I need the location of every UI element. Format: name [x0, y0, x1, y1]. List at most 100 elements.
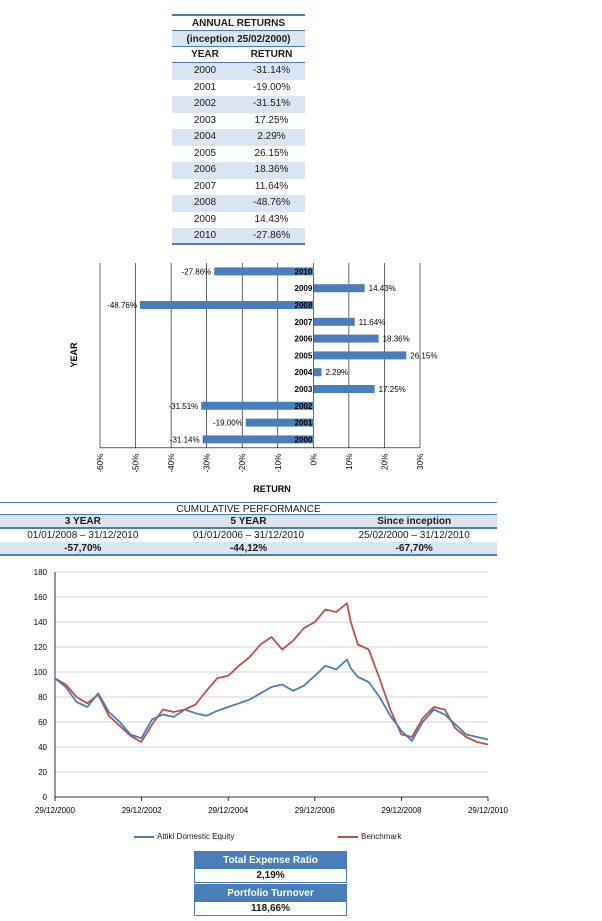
row-year: 2003 — [193, 114, 217, 126]
data-label: 17.25% — [379, 385, 406, 394]
turnover-label: Portfolio Turnover — [195, 885, 346, 902]
row-year: 2005 — [193, 147, 217, 159]
legend-benchmark-label: Benchmark — [361, 832, 402, 841]
row-year: 2002 — [193, 98, 217, 109]
row-year: 2008 — [193, 197, 217, 208]
x-tick-label: -60% — [96, 454, 105, 473]
data-label: -31.14% — [170, 435, 200, 444]
table-row: 2005 26.15% — [172, 146, 305, 163]
cum-label-3y: 3 YEAR — [64, 516, 101, 527]
x-axis-title: RETURN — [253, 484, 291, 494]
row-year: 2010 — [193, 230, 217, 241]
bar — [139, 301, 314, 309]
row-return: -31.51% — [252, 98, 291, 109]
bar — [245, 418, 314, 427]
legend-benchmark-swatch — [338, 835, 358, 838]
y-category-label: 2007 — [295, 318, 313, 327]
y-axis-title: YEAR — [69, 342, 79, 368]
y-tick-label: 60 — [38, 718, 47, 727]
bar — [313, 351, 407, 360]
x-tick-label: -50% — [132, 454, 141, 473]
row-return: -27.86% — [252, 230, 291, 241]
row-return: 18.36% — [254, 164, 289, 175]
table-row: 2001 -19.00% — [172, 80, 305, 97]
cum-label-inception: Since inception — [377, 516, 452, 527]
annual-returns-header: YEAR RETURN — [172, 47, 305, 63]
row-year: 2006 — [193, 164, 217, 175]
x-tick-label: 29/12/2002 — [122, 806, 163, 815]
benchmark-series-line — [54, 602, 489, 746]
y-category-label: 2009 — [295, 284, 313, 293]
bar — [313, 368, 322, 377]
x-tick-label: 0% — [309, 454, 318, 466]
x-tick-label: 20% — [380, 454, 389, 470]
cum-range-3y: 01/01/2008 – 31/12/2010 — [27, 530, 139, 541]
bar — [202, 435, 314, 444]
data-label: 2.29% — [325, 368, 348, 377]
cumulative-header-row: 3 YEAR 5 YEAR Since inception — [0, 515, 497, 529]
legend-fund: Attiki Domestic Equity — [134, 832, 234, 841]
row-return: 17.25% — [254, 114, 289, 126]
x-tick-label: 30% — [416, 454, 425, 470]
turnover-value: 118,66% — [195, 902, 346, 915]
data-label: 11.64% — [359, 318, 386, 327]
y-category-label: 2004 — [295, 368, 313, 377]
row-year: 2009 — [193, 213, 217, 225]
data-label: 14.43% — [369, 284, 396, 293]
y-category-label: 2001 — [295, 419, 313, 428]
bar — [313, 385, 375, 393]
cumulative-range-row: 01/01/2008 – 31/12/2010 01/01/2006 – 31/… — [0, 529, 497, 542]
cumulative-title: CUMULATIVE PERFORMANCE — [0, 502, 497, 515]
cum-range-5y: 01/01/2006 – 31/12/2010 — [192, 530, 305, 541]
x-tick-label: 29/12/2000 — [35, 806, 76, 815]
annual-returns-subtitle: (inception 25/02/2000) — [172, 30, 305, 47]
table-row: 2007 11.64% — [172, 179, 305, 196]
legend-fund-label: Attiki Domestic Equity — [157, 832, 235, 841]
table-row: 2008 -48.76% — [172, 195, 305, 212]
x-tick-label: -30% — [203, 454, 212, 473]
x-tick-label: 29/12/2008 — [381, 806, 422, 815]
total-expense-ratio-box: Total Expense Ratio 2,19% — [194, 851, 347, 883]
x-tick-label: -40% — [167, 454, 176, 473]
row-return: -19.00% — [252, 81, 291, 93]
data-label: 26.15% — [410, 351, 437, 360]
row-return: -31.14% — [252, 65, 291, 76]
cumulative-performance-line-chart: 0 20 40 60 80 100 120 140 160 180 29/12/2000 29/12/… — [34, 568, 509, 815]
bar — [313, 284, 365, 293]
annual-returns-bar-chart: -60% -50% -40% -30% -20% -10% 0% 10% 20% 30% 2000 -… — [69, 263, 437, 494]
bar — [313, 317, 355, 326]
y-tick-label: 40 — [38, 743, 47, 752]
row-return: 2.29% — [257, 131, 286, 142]
annual-returns-title: ANNUAL RETURNS — [172, 14, 305, 30]
table-row: 2006 18.36% — [172, 162, 305, 179]
table-row: 2002 -31.51% — [172, 96, 305, 113]
y-tick-label: 160 — [34, 593, 48, 602]
y-category-label: 2002 — [295, 402, 313, 411]
x-tick-label: -20% — [238, 454, 247, 473]
y-category-label: 2006 — [295, 335, 313, 344]
table-row: 2000 -31.14% — [172, 63, 305, 80]
x-tick-label: 29/12/2004 — [208, 806, 249, 815]
table-row: 2010 -27.86% — [172, 228, 305, 245]
row-return: 11.64% — [254, 180, 289, 192]
x-tick-label: 29/12/2006 — [295, 806, 336, 815]
data-label: -27.86% — [181, 267, 211, 276]
row-year: 2001 — [193, 81, 217, 93]
y-category-label: 2008 — [295, 301, 313, 310]
ter-label: Total Expense Ratio — [195, 852, 346, 869]
row-return: 14.43% — [254, 213, 289, 225]
annual-returns-table: ANNUAL RETURNS (inception 25/02/2000) YE… — [172, 14, 305, 245]
y-category-label: 2010 — [295, 267, 313, 276]
cum-value-3y: -57,70% — [64, 543, 102, 554]
data-label: 18.36% — [383, 335, 410, 344]
row-year: 2000 — [193, 65, 217, 76]
row-return: -48.76% — [252, 197, 291, 208]
y-category-label: 2005 — [295, 351, 313, 360]
data-label: -31.51% — [169, 402, 199, 411]
y-tick-label: 180 — [34, 568, 48, 577]
data-label: -19.00% — [213, 419, 243, 428]
header-return: RETURN — [250, 49, 293, 60]
ter-value: 2,19% — [195, 869, 346, 882]
cumulative-performance-table: CUMULATIVE PERFORMANCE 3 YEAR 5 YEAR Sin… — [0, 502, 497, 556]
cum-value-inception: -67,70% — [395, 543, 433, 554]
